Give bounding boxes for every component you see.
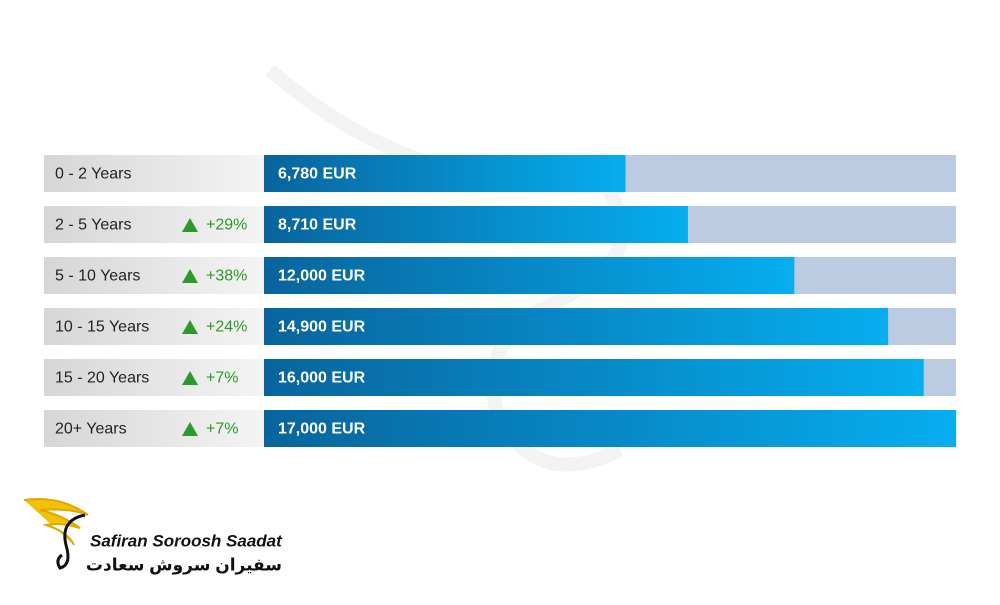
category-label: 15 - 20 Years <box>55 370 149 387</box>
category-box <box>44 206 264 243</box>
value-label: 8,710 EUR <box>278 217 357 234</box>
bar <box>264 155 626 192</box>
category-box <box>44 155 264 192</box>
logo-name: Safiran Soroosh Saadat <box>90 531 283 550</box>
category-label: 10 - 15 Years <box>55 319 149 336</box>
category-label: 5 - 10 Years <box>55 268 140 285</box>
up-arrow <box>182 269 198 283</box>
logo: Safiran Soroosh Saadat سفیران سروش سعادت <box>23 498 283 575</box>
category-box <box>44 257 264 294</box>
change-label: +38% <box>206 268 247 285</box>
value-label: 14,900 EUR <box>278 319 366 336</box>
value-label: 17,000 EUR <box>278 421 366 438</box>
logo-swan <box>56 513 86 570</box>
value-label: 6,780 EUR <box>278 166 357 183</box>
category-label: 2 - 5 Years <box>55 217 132 234</box>
category-box <box>44 308 264 345</box>
bar <box>264 410 956 447</box>
up-arrow <box>182 320 198 334</box>
value-label: 16,000 EUR <box>278 370 366 387</box>
up-arrow <box>182 371 198 385</box>
category-box <box>44 359 264 396</box>
change-label: +24% <box>206 319 247 336</box>
bar <box>264 308 889 345</box>
bar <box>264 257 795 294</box>
value-label: 12,000 EUR <box>278 268 366 285</box>
category-label: 0 - 2 Years <box>55 166 132 183</box>
change-label: +7% <box>206 370 238 387</box>
logo-name-fa: سفیران سروش سعادت <box>86 555 282 575</box>
category-label: 20+ Years <box>55 421 127 438</box>
logo-wing <box>23 498 89 546</box>
up-arrow <box>182 218 198 232</box>
change-label: +7% <box>206 421 238 438</box>
up-arrow <box>182 422 198 436</box>
category-box <box>44 410 264 447</box>
bar <box>264 206 688 243</box>
bar <box>264 359 924 396</box>
change-label: +29% <box>206 217 247 234</box>
rows: 0 - 2 Years 6,780 EUR 2 - 5 Years 8,710 EUR… <box>44 155 956 447</box>
